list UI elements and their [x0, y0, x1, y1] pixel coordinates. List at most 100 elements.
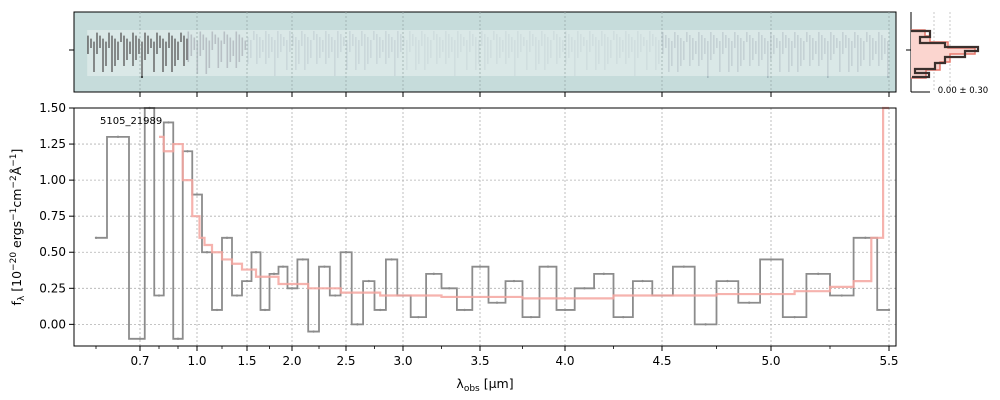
- observed-spectrum-point: [379, 308, 382, 312]
- x-tick-label: 2.0: [282, 354, 301, 368]
- spectrum-2d-pixel-column: [156, 32, 158, 54]
- spectrum-2d-pixel-column: [123, 35, 125, 66]
- x-tick-label: 0.7: [130, 354, 149, 368]
- spectrum-2d-pixel-column: [427, 37, 429, 64]
- spectrum-2d-pixel-column: [409, 31, 411, 52]
- spectrum-2d-pixel-column: [731, 41, 733, 66]
- spectrum-2d-pixel-column: [671, 41, 673, 66]
- spectrum-2d-pixel-column: [547, 37, 549, 64]
- spectrum-2d-pixel-column: [424, 34, 426, 70]
- x-tick-label: 1.5: [237, 354, 256, 368]
- spectrum-2d-pixel-column: [661, 31, 663, 46]
- spectrum-2d-pixel-column: [430, 40, 432, 58]
- x-tick-label: 3.0: [393, 354, 412, 368]
- spectrum-2d-pixel-column: [722, 32, 724, 54]
- spectrum-2d-pixel-column: [108, 32, 110, 48]
- spectrum-2d-pixel-column: [141, 41, 143, 78]
- object-label: 5105_21989: [100, 116, 162, 127]
- spectrum-2d-pixel-column: [90, 38, 92, 48]
- spectrum-2d-pixel-column: [232, 40, 235, 56]
- profile-inset: 0.00 ± 0.30: [906, 12, 991, 96]
- spectrum-2d-pixel-column: [782, 32, 784, 54]
- spectrum-2d-pixel-column: [610, 40, 612, 58]
- spectrum-2d-pixel-column: [217, 37, 220, 68]
- spectrum-2d-pixel-column: [827, 41, 829, 78]
- spectrum-2d-pixel-column: [352, 34, 354, 46]
- observed-spectrum-point: [563, 308, 567, 312]
- spectrum-2d-pixel-column: [842, 32, 844, 54]
- spectrum-2d-pixel-column: [190, 34, 193, 56]
- spectrum-2d-pixel-column: [147, 35, 149, 54]
- spectrum-2d-pixel-column: [253, 31, 255, 40]
- spectrum-2d-pixel-column: [559, 37, 561, 58]
- observed-spectrum-point: [312, 330, 315, 333]
- spectrum-2d-pixel-column: [93, 41, 95, 72]
- observed-spectrum-point: [390, 258, 393, 261]
- spectrum-2d-pixel-column: [150, 38, 152, 48]
- spectrum-2d-pixel-column: [171, 35, 173, 72]
- spectrum-2d-pixel-column: [592, 34, 594, 46]
- observed-spectrum-point: [864, 236, 867, 240]
- y-tick-label: 0.75: [39, 209, 66, 223]
- spectrum-2d-pixel-column: [716, 38, 718, 48]
- spectrum-2d-pixel-column: [96, 32, 98, 54]
- spectrum-2d-pixel-column: [153, 41, 155, 72]
- spectrum-2d-pixel-column: [132, 32, 134, 66]
- spectrum-2d-pixel-column: [271, 37, 273, 52]
- observed-spectrum-point: [235, 294, 239, 297]
- spectrum-2d-pixel-column: [301, 31, 303, 46]
- observed-spectrum-point: [748, 301, 751, 304]
- spectrum-2d-pixel-column: [307, 37, 309, 64]
- observed-spectrum-point: [281, 265, 285, 268]
- x-tick-label: 1.0: [187, 354, 206, 368]
- spectrum-2d-pixel-column: [851, 41, 853, 66]
- spectrum-2d-pixel-column: [532, 34, 534, 46]
- spectrum-2d-pixel-column: [740, 38, 742, 66]
- spectrum-2d-pixel-column: [349, 31, 351, 52]
- spectrum-2d-pixel-column: [812, 38, 814, 60]
- x-tick-label: 4.5: [652, 354, 671, 368]
- spectrum-2d-pixel-column: [247, 37, 249, 64]
- y-tick-label: 1.00: [39, 173, 66, 187]
- x-tick-label: 2.5: [336, 354, 355, 368]
- observed-spectrum-point: [254, 251, 258, 254]
- spectrum-2d-pixel-column: [214, 34, 217, 44]
- spectrum-2d-pixel-column: [111, 35, 113, 72]
- observed-spectrum-point: [682, 265, 685, 268]
- observed-spectrum-point: [622, 315, 625, 319]
- spectrum-2d-pixel-column: [821, 35, 823, 60]
- spectrum-2d-pixel-column: [451, 37, 453, 52]
- spectrum-2d-pixel-column: [310, 40, 312, 58]
- spectrum-2d-pixel-column: [580, 34, 582, 52]
- spectrum-2d-xticks: [139, 12, 890, 97]
- spectrum-2d-pixel-column: [174, 38, 176, 66]
- observed-spectrum-point: [263, 308, 267, 312]
- spectrum-2d-pixel-column: [316, 34, 318, 64]
- spectrum-2d-pixel-column: [421, 31, 423, 46]
- spectrum-2d-pixel-column: [884, 38, 886, 54]
- y-axis-ticks: 0.00 0.25 0.50 0.75 1.00 1.25 1.50: [39, 101, 74, 331]
- spectrum-2d-pixel-column: [490, 40, 492, 58]
- spectrum-2d-pixel-column: [304, 34, 306, 70]
- spectrum-2d-pixel-column: [514, 40, 516, 76]
- spectrum-2d-pixel-column: [622, 40, 624, 52]
- spectrum-2d-pixel-column: [469, 31, 471, 52]
- observed-spectrum-point: [195, 193, 199, 196]
- spectrum-2d-pixel-column: [809, 35, 811, 66]
- y-axis-label: fλ [10−20 ergs−1cm−2Å−1]: [9, 149, 27, 306]
- observed-spectrum-point: [887, 308, 891, 312]
- spectrum-2d-pixel-column: [226, 34, 229, 68]
- spectrum-2d-pixel-column: [692, 38, 694, 60]
- spectrum-2d-pixel-column: [159, 35, 161, 48]
- spectrum-2d-pixel-column: [631, 37, 633, 52]
- spectrum-2d-pixel-column: [734, 32, 736, 48]
- spectrum-2d-pixel-column: [292, 34, 294, 46]
- spectrum-2d-pixel-column: [358, 40, 360, 64]
- spectrum-2d-pixel-column: [328, 34, 330, 58]
- spectrum-2d-pixel-column: [220, 40, 223, 62]
- observed-spectrum-point: [301, 258, 304, 261]
- spectrum-2d-pixel-column: [523, 37, 525, 46]
- observed-spectrum-point: [529, 315, 533, 319]
- spectrum-2d-pixel-column: [881, 35, 883, 60]
- observed-spectrum-point: [602, 272, 605, 276]
